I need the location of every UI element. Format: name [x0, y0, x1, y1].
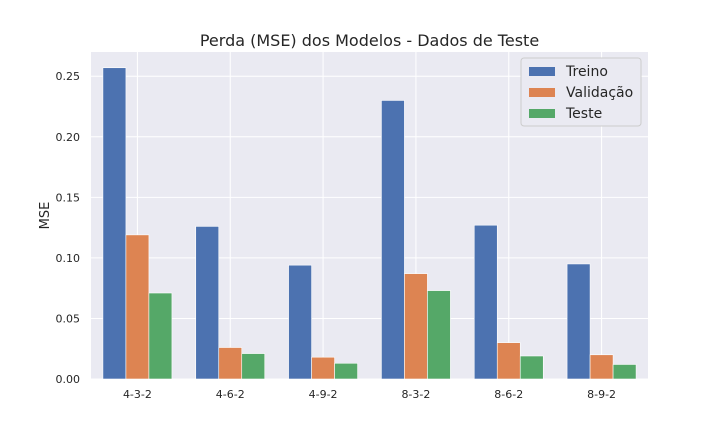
bar-8-3-2-0: [381, 100, 405, 380]
bar-4-9-2-1: [311, 356, 335, 380]
bar-8-3-2-2: [427, 290, 451, 380]
y-tick-label: 0.00: [56, 373, 81, 386]
chart-title: Perda (MSE) dos Modelos - Dados de Teste: [200, 31, 539, 50]
bar-4-6-2-0: [195, 226, 220, 380]
legend-label: Treino: [565, 64, 608, 80]
legend-label: Teste: [565, 106, 602, 122]
bar-8-6-2-2: [519, 355, 544, 380]
bar-4-3-2-2: [148, 292, 173, 380]
x-tick-label: 8-9-2: [587, 388, 616, 401]
bar-8-9-2-0: [566, 263, 591, 380]
y-tick-label: 0.10: [56, 252, 81, 265]
x-ticks: 4-3-2 4-6-2 4-9-2 8-3-2 8-6-2 8-9-2: [123, 388, 616, 401]
bar-8-9-2-2: [612, 364, 637, 380]
bar-4-9-2-2: [334, 362, 358, 380]
legend-swatch: [529, 67, 555, 76]
bar-8-9-2-1: [589, 354, 614, 380]
x-tick-label: 4-9-2: [309, 388, 338, 401]
bar-8-6-2-0: [473, 224, 498, 380]
bars: [102, 67, 637, 380]
x-tick-label: 8-6-2: [494, 388, 523, 401]
y-tick-label: 0.15: [56, 191, 81, 204]
x-tick-label: 4-6-2: [216, 388, 245, 401]
y-ticks: 0.00 0.05 0.10 0.15 0.20 0.25: [56, 70, 81, 386]
legend-label: Validação: [566, 85, 633, 101]
legend-swatch: [529, 88, 555, 97]
y-tick-label: 0.25: [56, 70, 81, 83]
y-axis-label: MSE: [38, 202, 53, 230]
bar-8-6-2-1: [496, 342, 521, 380]
bar-4-3-2-0: [102, 67, 127, 380]
x-tick-label: 8-3-2: [401, 388, 430, 401]
bar-4-6-2-1: [218, 347, 243, 380]
y-tick-label: 0.20: [56, 131, 81, 144]
bar-4-9-2-0: [288, 264, 312, 380]
bar-4-6-2-2: [241, 353, 266, 380]
x-tick-label: 4-3-2: [123, 388, 152, 401]
legend-swatch: [529, 109, 555, 118]
bar-4-3-2-1: [125, 234, 150, 380]
legend: Treino Validação Teste: [520, 57, 642, 127]
bar-8-3-2-1: [404, 273, 428, 380]
y-tick-label: 0.05: [56, 312, 81, 325]
